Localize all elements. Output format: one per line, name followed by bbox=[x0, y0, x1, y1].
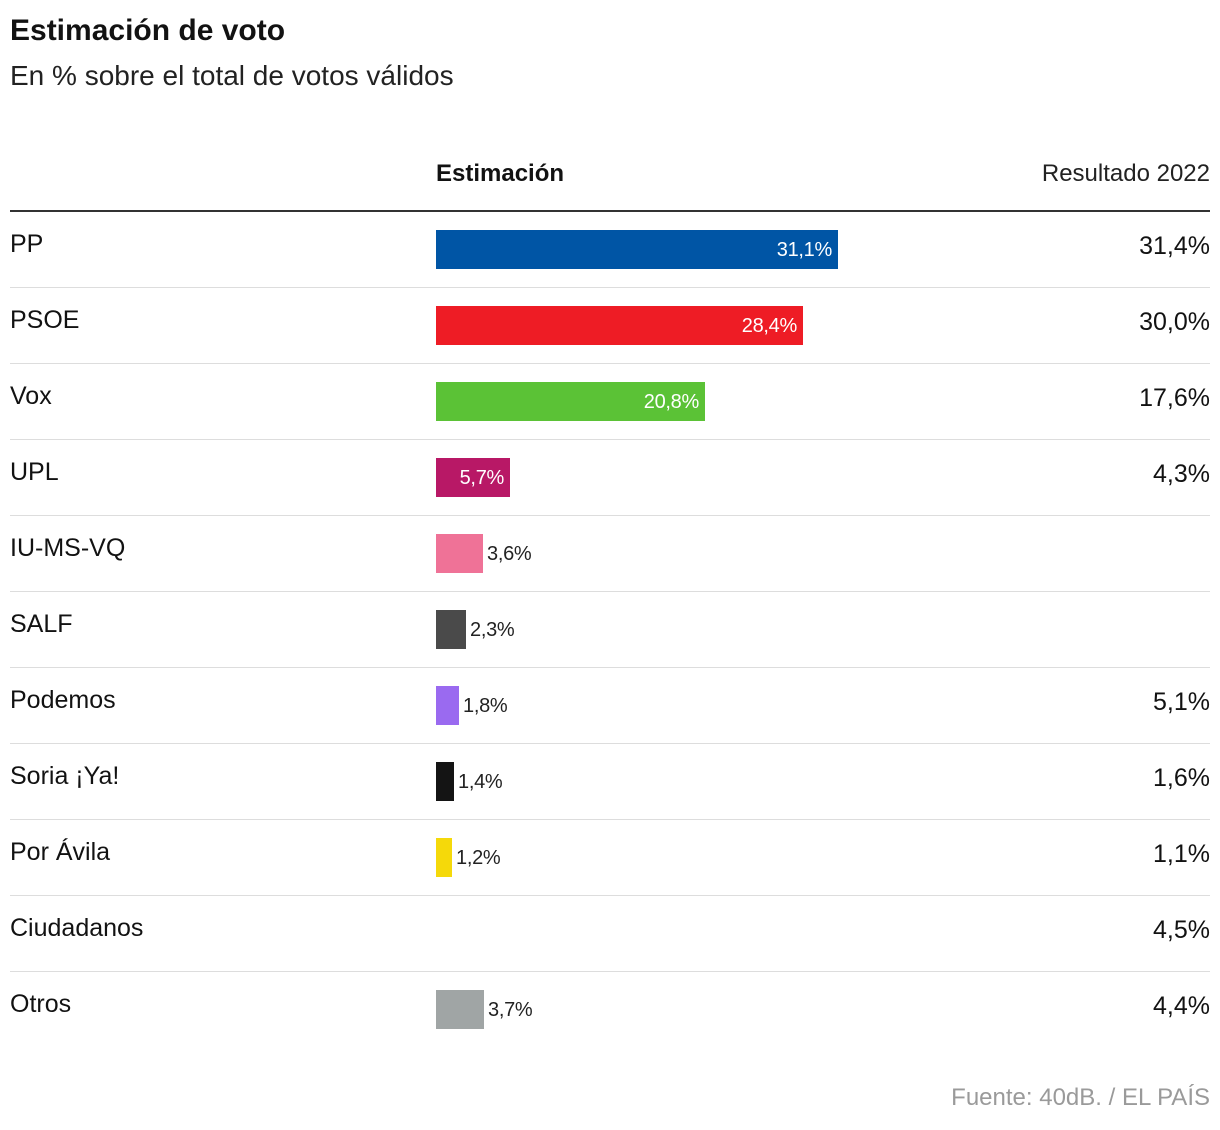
party-label: Ciudadanos bbox=[10, 914, 144, 942]
table-row: Soria ¡Ya! 1,4% 1,6% bbox=[0, 744, 1220, 820]
result-2022-value: 31,4% bbox=[1139, 232, 1210, 260]
table-row: Podemos 1,8% 5,1% bbox=[0, 668, 1220, 744]
party-label: Vox bbox=[10, 382, 52, 410]
party-label: Soria ¡Ya! bbox=[10, 762, 120, 790]
result-2022-value: 30,0% bbox=[1139, 308, 1210, 336]
estimate-value-label: 2,3% bbox=[470, 619, 515, 641]
estimate-value-label: 1,4% bbox=[458, 771, 503, 793]
estimate-bar bbox=[436, 458, 510, 497]
result-2022-value: 4,3% bbox=[1153, 460, 1210, 488]
row-divider bbox=[10, 591, 1210, 592]
table-row: PP 31,1% 31,4% bbox=[0, 212, 1220, 288]
estimate-bar bbox=[436, 610, 466, 649]
party-label: IU-MS-VQ bbox=[10, 534, 126, 562]
row-divider bbox=[10, 895, 1210, 896]
row-divider bbox=[10, 439, 1210, 440]
row-divider bbox=[10, 667, 1210, 668]
party-label: PSOE bbox=[10, 306, 80, 334]
column-header-result: Resultado 2022 bbox=[1041, 160, 1210, 187]
result-2022-value: 1,1% bbox=[1153, 840, 1210, 868]
table-row: Por Ávila 1,2% 1,1% bbox=[0, 820, 1220, 896]
party-label: Otros bbox=[10, 990, 72, 1018]
row-divider bbox=[10, 363, 1210, 364]
result-2022-value: 4,4% bbox=[1153, 992, 1210, 1020]
estimate-bar bbox=[436, 762, 454, 801]
estimate-value-label: 28,4% bbox=[741, 315, 798, 337]
table-row: PSOE 28,4% 30,0% bbox=[0, 288, 1220, 364]
row-divider bbox=[10, 287, 1210, 288]
estimate-bar bbox=[436, 230, 838, 269]
chart-subtitle: En % sobre el total de votos válidos bbox=[10, 60, 454, 91]
estimate-bar bbox=[436, 382, 705, 421]
party-label: PP bbox=[10, 230, 44, 258]
estimate-value-label: 3,7% bbox=[488, 999, 533, 1021]
header-divider bbox=[10, 210, 1210, 212]
estimate-bar bbox=[436, 306, 803, 345]
table-row: UPL 5,7% 4,3% bbox=[0, 440, 1220, 516]
result-2022-value: 1,6% bbox=[1153, 764, 1210, 792]
estimate-bar bbox=[436, 838, 452, 877]
estimate-bar bbox=[436, 990, 484, 1029]
table-row: Ciudadanos 4,5% bbox=[0, 896, 1220, 972]
row-divider bbox=[10, 971, 1210, 972]
estimate-bar bbox=[436, 686, 459, 725]
estimate-value-label: 20,8% bbox=[643, 391, 700, 413]
source-note: Fuente: 40dB. / EL PAÍS bbox=[951, 1084, 1210, 1111]
estimate-value-label: 5,7% bbox=[459, 467, 505, 489]
estimate-value-label: 1,8% bbox=[463, 695, 508, 717]
table-row: SALF 2,3% bbox=[0, 592, 1220, 668]
party-label: UPL bbox=[10, 458, 59, 486]
table-row: Otros 3,7% 4,4% bbox=[0, 972, 1220, 1048]
party-label: Podemos bbox=[10, 686, 116, 714]
estimate-value-label: 31,1% bbox=[776, 239, 833, 261]
table-row: Vox 20,8% 17,6% bbox=[0, 364, 1220, 440]
party-label: SALF bbox=[10, 610, 73, 638]
column-header-estimate: Estimación bbox=[436, 160, 565, 187]
estimate-value-label: 3,6% bbox=[487, 543, 532, 565]
estimate-value-label: 1,2% bbox=[456, 847, 501, 869]
estimate-bar bbox=[436, 534, 483, 573]
row-divider bbox=[10, 515, 1210, 516]
party-label: Por Ávila bbox=[10, 838, 111, 866]
result-2022-value: 17,6% bbox=[1139, 384, 1210, 412]
result-2022-value: 5,1% bbox=[1153, 688, 1210, 716]
table-row: IU-MS-VQ 3,6% bbox=[0, 516, 1220, 592]
row-divider bbox=[10, 819, 1210, 820]
chart-title: Estimación de voto bbox=[10, 14, 286, 47]
row-divider bbox=[10, 743, 1210, 744]
result-2022-value: 4,5% bbox=[1153, 916, 1210, 944]
